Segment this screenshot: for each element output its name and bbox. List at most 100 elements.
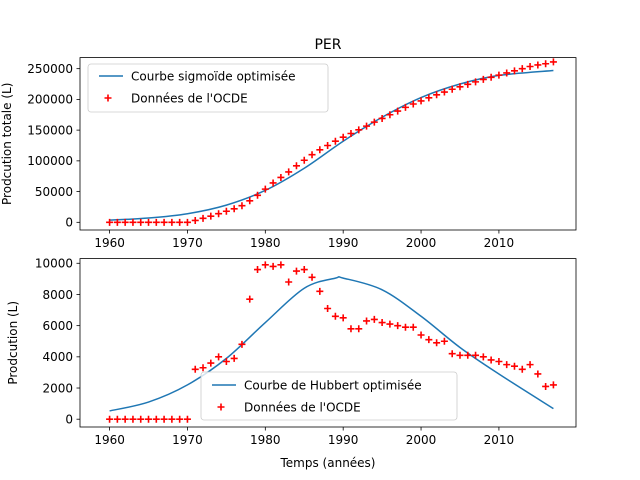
bottom-data-point: [269, 262, 277, 270]
bottom-data-point: [433, 339, 441, 347]
bottom-ytick-label: 0: [65, 413, 73, 427]
bottom-chart: 1960 1970 1980 1990 2000 2010 0 2000 4000 6000 800…: [6, 257, 577, 470]
top-data-point: [440, 88, 448, 96]
bottom-data-point: [308, 273, 316, 281]
bottom-data-point: [534, 370, 542, 378]
top-legend-label-curve: Courbe sigmoïde optimisée: [131, 70, 296, 84]
bottom-data-point: [145, 415, 153, 423]
top-data-point: [246, 197, 254, 205]
bottom-ylabel: Prodcution (L): [6, 301, 20, 385]
top-data-point: [479, 75, 487, 83]
chart-title: PER: [314, 37, 341, 53]
bottom-data-point: [401, 323, 409, 331]
bottom-data-point: [448, 350, 456, 358]
top-data-point: [495, 71, 503, 79]
top-plot-area: [106, 58, 557, 226]
top-data-point: [300, 156, 308, 164]
bottom-data-point: [168, 415, 176, 423]
bottom-legend-label-data: Données de l'OCDE: [244, 401, 361, 415]
bottom-data-point: [394, 322, 402, 330]
top-data-point: [503, 69, 511, 77]
bottom-data-point: [487, 356, 495, 364]
bottom-data-point: [479, 353, 487, 361]
bottom-data-point: [472, 351, 480, 359]
top-data-point: [324, 141, 332, 149]
top-data-point: [355, 126, 363, 134]
bottom-data-point: [526, 361, 534, 369]
top-chart: PER 1960 1970 1980 1990 2000 2010 0 50000 100000…: [0, 37, 577, 250]
bottom-legend-label-curve: Courbe de Hubbert optimisée: [244, 379, 422, 393]
bottom-data-point: [207, 359, 215, 367]
top-ytick-label: 250000: [27, 62, 73, 76]
bottom-data-point: [363, 317, 371, 325]
bottom-data-point: [503, 361, 511, 369]
bottom-legend-box: [200, 371, 458, 421]
top-data-point: [409, 100, 417, 108]
bottom-data-point: [331, 312, 339, 320]
bottom-data-point: [113, 415, 121, 423]
top-data-point: [386, 111, 394, 119]
top-data-point: [549, 58, 557, 66]
top-data-point: [534, 61, 542, 69]
bottom-data-point: [300, 266, 308, 274]
bottom-data-point: [510, 362, 518, 370]
bottom-legend: Courbe de Hubbert optimisée Données de l…: [200, 371, 458, 421]
bottom-ytick-label: 8000: [42, 288, 73, 302]
top-data-point: [448, 85, 456, 93]
top-data-point: [254, 191, 262, 199]
top-data-point: [339, 133, 347, 141]
top-data-point: [394, 107, 402, 115]
top-data-point: [113, 218, 121, 226]
bottom-data-point: [456, 351, 464, 359]
bottom-data-point: [409, 323, 417, 331]
top-data-point: [331, 137, 339, 145]
top-xtick-label: 1980: [250, 236, 281, 250]
bottom-data-point: [199, 364, 207, 372]
bottom-xtick-label: 1970: [172, 433, 203, 447]
bottom-data-point: [417, 331, 425, 339]
top-data-point: [487, 73, 495, 81]
top-data-point: [199, 214, 207, 222]
bottom-data-point: [246, 295, 254, 303]
bottom-data-point: [129, 415, 137, 423]
top-data-point: [183, 218, 191, 226]
bottom-data-point: [215, 353, 223, 361]
bottom-data-point: [222, 358, 230, 366]
top-data-point: [370, 118, 378, 126]
top-data-point: [316, 146, 324, 154]
bottom-data-point: [355, 325, 363, 333]
top-data-point: [292, 162, 300, 170]
bottom-data-point: [292, 267, 300, 275]
top-legend-label-data: Données de l'OCDE: [131, 92, 248, 106]
top-ylabel: Prodcution totale (L): [0, 83, 14, 205]
top-data-point: [176, 218, 184, 226]
bottom-data-point: [316, 287, 324, 295]
bottom-data-point: [542, 382, 550, 390]
top-ticks: 1960 1970 1980 1990 2000 2010 0 50000 100000 1500…: [27, 62, 514, 250]
top-data-point: [222, 207, 230, 215]
top-data-point: [347, 130, 355, 138]
bottom-ytick-label: 4000: [42, 350, 73, 364]
bottom-data-point: [440, 337, 448, 345]
bottom-data-point: [386, 320, 394, 328]
top-data-point: [207, 212, 215, 220]
bottom-data-point: [378, 319, 386, 327]
bottom-data-point: [261, 261, 269, 269]
top-data-point: [308, 151, 316, 159]
top-ytick-label: 100000: [27, 154, 73, 168]
top-data-point: [277, 173, 285, 181]
bottom-xtick-label: 1960: [94, 433, 125, 447]
bottom-ytick-label: 6000: [42, 319, 73, 333]
top-data-point: [160, 218, 168, 226]
top-data-point: [378, 114, 386, 122]
bottom-plot-area: [106, 261, 557, 423]
top-data-point: [106, 218, 114, 226]
top-axes-frame: [79, 57, 577, 231]
top-xtick-label: 2010: [484, 236, 515, 250]
top-ytick-label: 200000: [27, 93, 73, 107]
top-data-point: [152, 218, 160, 226]
bottom-data-point: [277, 261, 285, 269]
bottom-data-point: [191, 365, 199, 373]
top-data-point: [518, 65, 526, 73]
